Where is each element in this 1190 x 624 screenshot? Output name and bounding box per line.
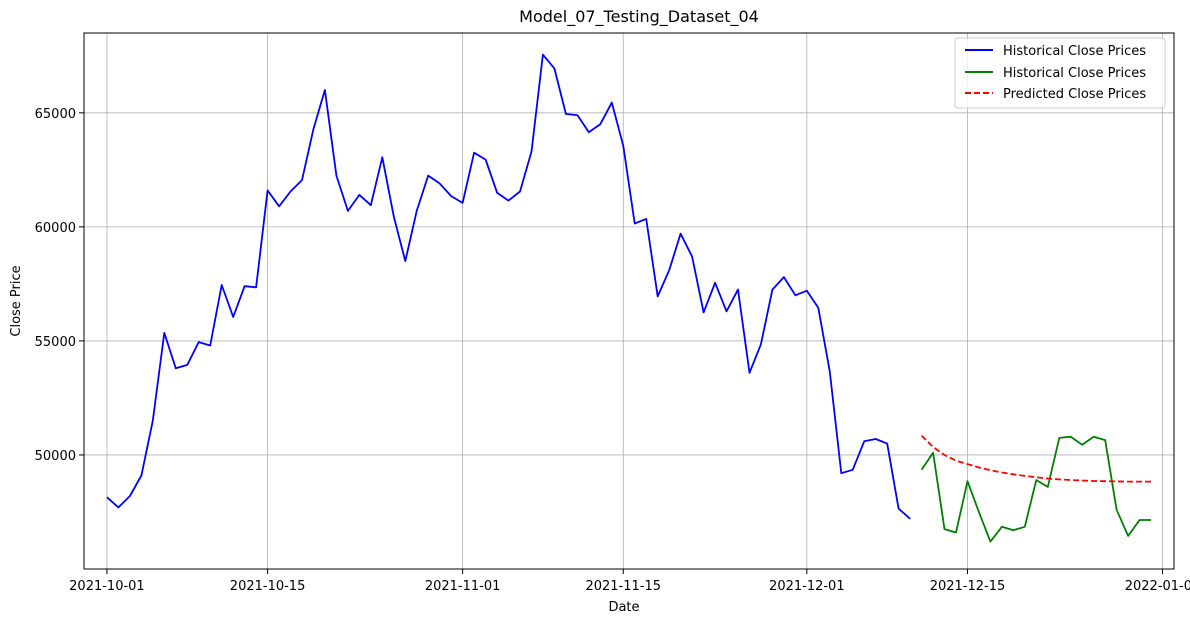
x-tick-label: 2021-10-15 xyxy=(230,579,306,594)
x-tick-label: 2022-01-01 xyxy=(1125,579,1190,594)
y-tick-label: 50000 xyxy=(35,449,76,464)
grid-lines xyxy=(84,33,1174,569)
y-tick-label: 55000 xyxy=(35,335,76,350)
plot-frame xyxy=(83,32,1175,570)
legend-label-2: Predicted Close Prices xyxy=(1003,87,1146,102)
series-line-0 xyxy=(106,53,911,520)
y-axis: 50000 55000 60000 65000 xyxy=(35,107,84,464)
y-tick-label: 60000 xyxy=(35,221,76,236)
y-axis-label: Close Price xyxy=(9,265,24,336)
legend-label-1: Historical Close Prices xyxy=(1003,66,1146,81)
x-tick-label: 2021-12-15 xyxy=(930,579,1006,594)
x-axis-label: Date xyxy=(608,600,639,615)
x-tick-label: 2021-11-15 xyxy=(585,579,661,594)
series-group xyxy=(106,53,1152,543)
legend-label-0: Historical Close Prices xyxy=(1003,44,1146,59)
series-line-2 xyxy=(920,434,1152,483)
chart-title: Model_07_Testing_Dataset_04 xyxy=(519,7,759,27)
series-line-1 xyxy=(920,435,1152,543)
x-tick-label: 2021-11-01 xyxy=(425,579,501,594)
x-tick-label: 2021-12-01 xyxy=(769,579,845,594)
x-tick-label: 2021-10-01 xyxy=(69,579,145,594)
x-axis: 2021-10-01 2021-10-15 2021-11-01 2021-11-15… xyxy=(69,569,1190,594)
y-tick-label: 65000 xyxy=(35,107,76,122)
legend-box xyxy=(954,37,1166,109)
legend: Historical Close Prices Historical Close… xyxy=(954,37,1166,109)
